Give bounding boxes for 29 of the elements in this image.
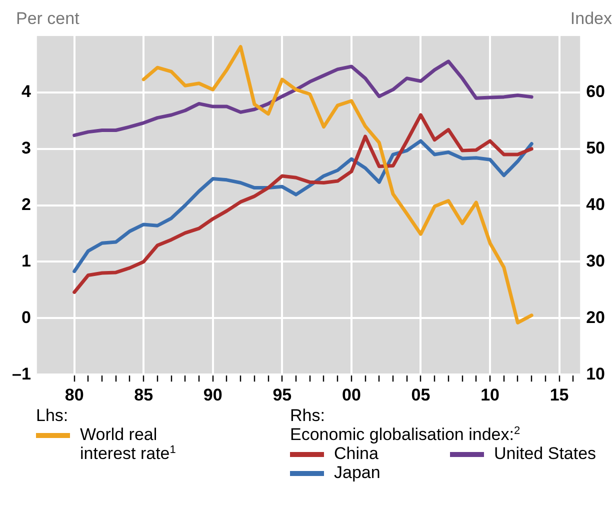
y-axis-title: Per cent — [16, 9, 80, 28]
x-tick-label: 10 — [480, 385, 500, 404]
text: Economic globalisation index:$^{2}$ — [290, 425, 522, 444]
y-tick-label: 2 — [21, 194, 31, 214]
y2-tick-label: 20 — [586, 308, 606, 327]
legend-label: Japan — [334, 463, 380, 482]
text: Lhs: — [36, 406, 70, 425]
y-tick-label: 3 — [21, 138, 31, 158]
x-tick-label: 90 — [203, 385, 222, 404]
x-tick-label: 05 — [411, 385, 430, 404]
legend-label: United States — [494, 444, 596, 463]
y2-tick-label: 50 — [586, 138, 606, 158]
text: Rhs: — [290, 406, 326, 425]
y-tick-label: –1 — [12, 364, 31, 384]
y2-tick-label: 10 — [586, 364, 606, 384]
y2-tick-label: 40 — [586, 194, 606, 214]
x-tick-label: 80 — [64, 385, 84, 404]
x-tick-label: 15 — [550, 385, 569, 404]
y-tick-label: 0 — [21, 308, 31, 327]
legend-label: World real interest rate$^{1}$ — [80, 425, 177, 463]
y-tick-label: 4 — [21, 82, 32, 102]
y2-tick-label: 30 — [586, 251, 606, 270]
y2-axis-title: Index — [570, 9, 612, 28]
x-tick-label: 00 — [342, 385, 361, 404]
legend-label: China — [334, 444, 378, 463]
x-tick-label: 95 — [272, 385, 292, 404]
y2-tick-label: 60 — [586, 82, 606, 102]
y-tick-label: 1 — [21, 251, 31, 270]
x-tick-label: 85 — [134, 385, 154, 404]
